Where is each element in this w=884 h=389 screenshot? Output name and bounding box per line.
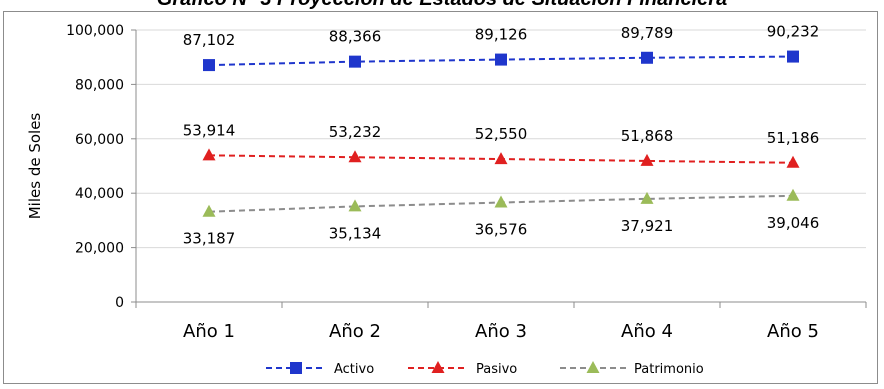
legend-label: Pasivo [476, 362, 517, 377]
data-label: 53,232 [329, 123, 382, 141]
y-tick-label: 80,000 [75, 77, 124, 93]
data-point [786, 155, 800, 168]
data-point [349, 55, 361, 68]
legend-item-activo: Activo [266, 362, 374, 377]
data-point [494, 152, 508, 165]
chart-title: Gráfico N° 3 Proyección de Estados de Si… [0, 0, 884, 10]
data-label: 37,921 [621, 217, 674, 235]
legend-label: Patrimonio [634, 362, 704, 377]
y-tick-label: 20,000 [75, 241, 124, 257]
legend-item-patrimonio: Patrimonio [560, 361, 704, 377]
legend-marker [290, 362, 302, 374]
x-tick-labels: Año 1 Año 2 Año 3 Año 4 Año 5 [183, 321, 819, 342]
x-tick-label: Año 1 [183, 321, 235, 342]
data-label: 39,046 [767, 214, 820, 232]
legend-marker [431, 361, 445, 373]
data-label: 89,126 [475, 26, 528, 44]
y-tick-label: 0 [115, 295, 124, 311]
series-activo [203, 50, 799, 72]
data-point [202, 148, 216, 161]
data-label: 36,576 [475, 221, 528, 239]
data-point [641, 51, 653, 64]
series-pasivo [202, 148, 800, 168]
data-label: 52,550 [475, 125, 528, 143]
data-label: 51,868 [621, 127, 674, 145]
data-label: 51,186 [767, 129, 820, 147]
data-point [202, 204, 216, 217]
x-tick-label: Año 2 [329, 321, 381, 342]
series-patrimonio [202, 188, 800, 217]
data-point [640, 191, 654, 204]
data-label: 87,102 [183, 31, 236, 49]
data-point [494, 195, 508, 208]
series-layer [202, 50, 800, 217]
gridlines [136, 29, 866, 249]
data-label: 35,134 [329, 224, 382, 242]
data-label: 33,187 [183, 230, 236, 248]
legend: Activo Pasivo Patrimonio [266, 361, 704, 377]
data-point [203, 59, 215, 72]
x-tick-label: Año 4 [621, 321, 673, 342]
y-tick-label: 100,000 [66, 23, 124, 39]
x-tick-label: Año 5 [767, 321, 819, 342]
data-label: 89,789 [621, 24, 674, 42]
axes [131, 29, 867, 308]
data-label: 53,914 [183, 121, 236, 139]
legend-label: Activo [334, 362, 374, 377]
legend-marker [586, 361, 600, 373]
x-tick-label: Año 3 [475, 321, 527, 342]
data-labels-layer: 87,102 88,366 89,126 89,789 90,232 53,914 53,2… [183, 23, 820, 248]
data-point [787, 50, 799, 63]
y-tick-label: 60,000 [75, 132, 124, 148]
y-axis-label: Miles de Soles [26, 113, 44, 220]
data-point [495, 53, 507, 66]
legend-item-pasivo: Pasivo [408, 361, 517, 377]
data-point [640, 153, 654, 166]
data-label: 88,366 [329, 28, 382, 46]
data-point [348, 150, 362, 163]
y-tick-labels: 0 20,000 40,000 60,000 80,000 100,000 [66, 23, 124, 311]
y-tick-label: 40,000 [75, 186, 124, 202]
data-point [348, 199, 362, 212]
data-label: 90,232 [767, 23, 820, 41]
data-point [786, 188, 800, 201]
